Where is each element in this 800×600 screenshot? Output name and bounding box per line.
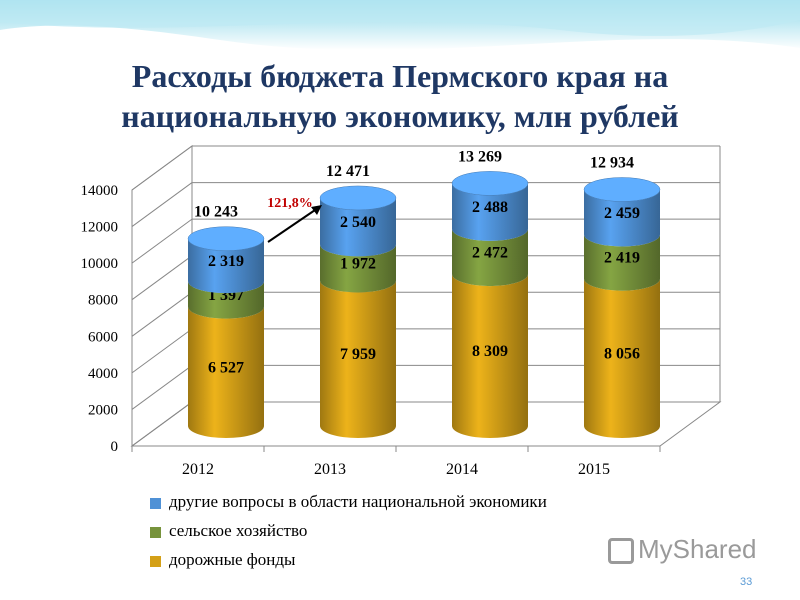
bar-segment-other <box>584 189 660 247</box>
total-label: 12 471 <box>326 163 370 180</box>
chart-side-wall <box>131 145 193 447</box>
x-tick-label: 2015 <box>578 461 610 478</box>
data-label: 2 419 <box>604 250 640 267</box>
data-label: 2 540 <box>340 214 376 231</box>
y-tick-label: 6000 <box>88 329 118 345</box>
gridline-diagonal <box>131 365 193 410</box>
presentation-icon <box>608 538 634 565</box>
y-tick-label: 4000 <box>88 366 118 382</box>
data-label: 2 488 <box>472 199 508 216</box>
total-label: 10 243 <box>194 204 238 221</box>
growth-arrow-line <box>267 207 319 243</box>
y-tick-label: 2000 <box>88 402 118 418</box>
x-tick-label: 2013 <box>314 461 346 478</box>
data-label: 2 472 <box>472 244 508 261</box>
data-label: 1 972 <box>340 255 376 272</box>
gridline-diagonal <box>131 255 193 301</box>
data-label: 7 959 <box>340 346 376 363</box>
gridline-diagonal <box>131 291 193 337</box>
bar-segment-other <box>320 197 396 257</box>
legend-swatch-agri <box>150 526 161 538</box>
bar-top-cap <box>451 171 529 196</box>
bar-segment-road <box>320 280 396 438</box>
bar-segment-agri <box>188 281 264 319</box>
legend-item-road: дорожные фонды <box>150 550 295 570</box>
gridline-diagonal <box>131 328 193 374</box>
gridline-diagonal <box>131 145 193 191</box>
legend-label-road: дорожные фонды <box>169 550 296 569</box>
data-label: 8 309 <box>472 343 508 360</box>
bar-segment-road <box>452 274 528 438</box>
legend-label-agri: сельское хозяйство <box>169 521 308 540</box>
bar-segment-agri <box>584 234 660 291</box>
bar-segment-other <box>452 183 528 241</box>
bar-segment-road <box>188 306 264 438</box>
data-label: 2 459 <box>604 205 640 222</box>
watermark-text: MyShared <box>638 534 757 564</box>
data-label: 6 527 <box>208 359 244 376</box>
gridline-diagonal <box>131 182 193 227</box>
x-tick-label: 2014 <box>446 461 478 478</box>
x-tick-label: 2012 <box>182 461 214 478</box>
bar-top-cap <box>187 226 265 251</box>
legend-swatch-road <box>150 555 161 567</box>
y-tick-label: 14000 <box>81 183 119 199</box>
page-title-line-1: Расходы бюджета Пермского края на <box>131 58 669 94</box>
bar-segment-other <box>188 238 264 294</box>
y-tick-label: 8000 <box>88 293 118 309</box>
data-label: 8 056 <box>604 345 640 362</box>
bar-segment-agri <box>452 228 528 287</box>
legend-swatch-other <box>150 497 161 509</box>
bar-segment-agri <box>320 244 396 293</box>
watermark-logo: MyShared <box>608 534 757 565</box>
bar-top-cap <box>319 185 397 211</box>
page-title-line-2: национальную экономику, млн рублей <box>121 98 679 134</box>
y-tick-label: 0 <box>111 439 119 455</box>
gridline-diagonal <box>131 218 193 264</box>
growth-arrow-head <box>311 205 322 215</box>
legend-label-other: другие вопросы в области национальной эк… <box>169 492 547 511</box>
total-label: 12 934 <box>590 154 634 171</box>
bar-segment-road <box>584 278 660 438</box>
gridline-diagonal <box>131 401 193 447</box>
page-number: 33 <box>740 576 753 588</box>
y-tick-label: 10000 <box>81 256 119 272</box>
growth-annotation: 121,8% <box>267 196 313 211</box>
bar-top-cap <box>583 177 661 202</box>
legend-item-other: другие вопросы в области национальной эк… <box>150 492 547 512</box>
y-tick-label: 12000 <box>81 220 119 236</box>
legend-item-agri: сельское хозяйство <box>150 521 307 541</box>
total-label: 13 269 <box>458 148 502 165</box>
data-label: 2 319 <box>208 253 244 270</box>
